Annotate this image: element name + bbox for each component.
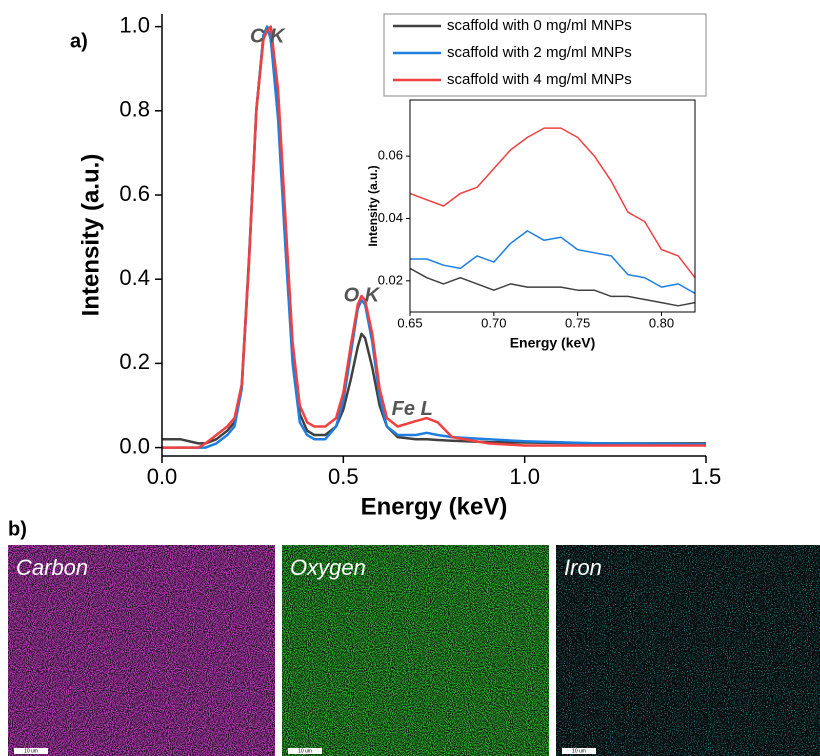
legend-label: scaffold with 0 mg/ml MNPs [447, 17, 632, 34]
series-line [410, 127, 695, 279]
peak-annotation: O K [344, 284, 381, 306]
eds-map [556, 545, 820, 756]
legend-label: scaffold with 4 mg/ml MNPs [447, 71, 632, 88]
y-tick-label: 0.06 [378, 148, 403, 163]
series-line [410, 230, 695, 294]
panel-label: a) [70, 30, 88, 52]
panel-label: b) [8, 518, 27, 540]
map-label: Carbon [16, 555, 88, 580]
y-tick-label: 1.0 [119, 12, 150, 37]
scale-bar [288, 748, 322, 754]
x-axis-label: Energy (keV) [361, 493, 508, 520]
legend-box [383, 13, 707, 97]
y-axis-label: Intensity (a.u.) [77, 154, 104, 317]
y-tick-label: 0.4 [119, 265, 150, 290]
scale-bar-label: 10 um [572, 748, 586, 754]
inset-background [410, 100, 695, 312]
plot-frame [409, 99, 696, 313]
x-tick-label: 1.5 [691, 464, 722, 489]
x-tick-label: 0.0 [147, 464, 178, 489]
legend-label: scaffold with 2 mg/ml MNPs [447, 44, 632, 61]
y-tick-label: 0.8 [119, 97, 150, 122]
map-label: Iron [564, 555, 602, 580]
y-tick-label: 0.04 [378, 210, 403, 225]
eds-map [8, 545, 275, 756]
eds-map [282, 545, 549, 756]
x-axis-label: Energy (keV) [510, 335, 596, 351]
scale-bar-label: 10 um [298, 748, 312, 754]
x-tick-label: 0.5 [328, 464, 359, 489]
y-tick-label: 0.6 [119, 181, 150, 206]
scale-bar [562, 748, 596, 754]
scale-bar-label: 10 um [24, 748, 38, 754]
series-line [410, 267, 695, 307]
peak-annotation: Fe L [392, 398, 433, 420]
series-line [162, 25, 706, 449]
scale-bar [14, 748, 48, 754]
x-tick-label: 0.70 [481, 315, 506, 330]
y-tick-label: 0.2 [119, 349, 150, 374]
x-tick-label: 0.75 [565, 315, 590, 330]
series-line [162, 25, 706, 449]
y-axis-label: Intensity (a.u.) [366, 165, 380, 246]
x-tick-label: 1.0 [509, 464, 540, 489]
x-tick-label: 0.65 [397, 315, 422, 330]
peak-annotation: C K [250, 25, 286, 47]
y-tick-label: 0.02 [378, 272, 403, 287]
map-label: Oxygen [290, 555, 366, 580]
y-tick-label: 0.0 [119, 433, 150, 458]
x-tick-label: 0.80 [649, 315, 674, 330]
